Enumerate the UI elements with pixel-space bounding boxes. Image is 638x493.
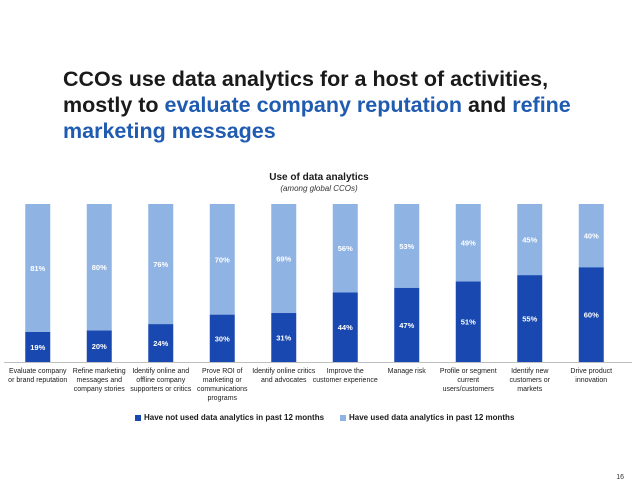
data-label-used-2: 80% — [92, 263, 107, 272]
chart-subtitle: (among global CCOs) — [280, 184, 358, 193]
x-tick-label-8: Profile or segment current users/customers — [440, 368, 497, 393]
page-number: 16 — [616, 474, 624, 481]
bar-used-4 — [209, 204, 235, 315]
bar-not-used-5 — [271, 313, 297, 362]
bar-not-used-10 — [578, 267, 604, 362]
headline-highlight-reputation: evaluate company reputation — [164, 93, 463, 117]
data-label-not-used-5: 31% — [276, 334, 291, 343]
data-label-used-10: 40% — [584, 232, 599, 241]
bar-not-used-9 — [517, 275, 543, 362]
data-label-used-1: 81% — [30, 264, 45, 273]
bar-not-used-3 — [148, 324, 174, 362]
x-tick-label-5: Identify online critics and advocates — [252, 368, 316, 384]
chart-title: Use of data analytics — [269, 172, 369, 183]
data-label-used-7: 53% — [399, 242, 414, 251]
x-tick-label-2: Refine marketing messages and company stor… — [73, 368, 126, 393]
x-tick-label-3: Identify online and offline company suppor… — [130, 368, 192, 393]
bar-not-used-1 — [25, 331, 51, 362]
bar-not-used-6 — [332, 292, 358, 362]
bar-used-5 — [271, 204, 297, 314]
legend-item-not-used: Have not used data analytics in past 12 … — [135, 413, 324, 422]
data-label-not-used-6: 44% — [338, 323, 353, 332]
bar-used-1 — [25, 204, 51, 332]
data-label-not-used-9: 55% — [522, 315, 537, 324]
data-label-not-used-8: 51% — [461, 318, 476, 327]
legend-item-used: Have used data analytics in past 12 mont… — [340, 413, 514, 422]
headline-part-1: CCOs use data analytics for a host of ac… — [63, 67, 549, 117]
headline-part-2: and — [462, 93, 513, 117]
bar-used-9 — [517, 204, 543, 276]
x-tick-label-9: Identify new customers or markets — [510, 368, 551, 393]
bar-not-used-4 — [209, 314, 235, 362]
data-label-used-8: 49% — [461, 239, 476, 248]
bar-used-6 — [332, 204, 358, 293]
bar-not-used-7 — [394, 287, 420, 362]
legend-swatch-used — [340, 414, 346, 421]
data-label-used-5: 69% — [276, 255, 291, 264]
x-tick-label-4: Prove ROI of marketing or communications pr… — [197, 368, 248, 402]
legend-label-used: Have used data analytics in past 12 mont… — [349, 413, 515, 422]
headline-highlight-marketing: refine marketing messages — [63, 93, 571, 143]
data-label-used-4: 70% — [215, 255, 230, 264]
x-tick-label-6: Improve the customer experience — [313, 368, 378, 384]
data-label-not-used-2: 20% — [92, 342, 107, 351]
data-label-not-used-7: 47% — [399, 321, 414, 330]
data-label-used-9: 45% — [522, 236, 537, 245]
legend-swatch-not-used — [135, 414, 141, 421]
data-label-used-6: 56% — [338, 244, 353, 253]
bar-used-7 — [394, 204, 420, 288]
bar-used-2 — [86, 204, 112, 331]
data-label-not-used-1: 19% — [30, 343, 45, 352]
x-tick-label-10: Drive product innovation — [570, 368, 612, 384]
x-tick-label-7: Manage risk — [388, 368, 427, 375]
bar-not-used-8 — [455, 281, 481, 362]
data-label-not-used-4: 30% — [215, 334, 230, 343]
bar-not-used-2 — [86, 330, 112, 362]
legend-label-not-used: Have not used data analytics in past 12 … — [144, 413, 325, 422]
bar-used-10 — [578, 204, 604, 268]
slide-headline: CCOs use data analytics for a host of ac… — [63, 66, 603, 144]
data-label-not-used-3: 24% — [153, 339, 168, 348]
bar-used-8 — [455, 204, 481, 282]
x-tick-label-1: Evaluate company or brand reputation — [8, 368, 67, 384]
data-label-used-3: 76% — [153, 260, 168, 269]
bar-used-3 — [148, 204, 174, 325]
data-label-not-used-10: 60% — [584, 311, 599, 320]
